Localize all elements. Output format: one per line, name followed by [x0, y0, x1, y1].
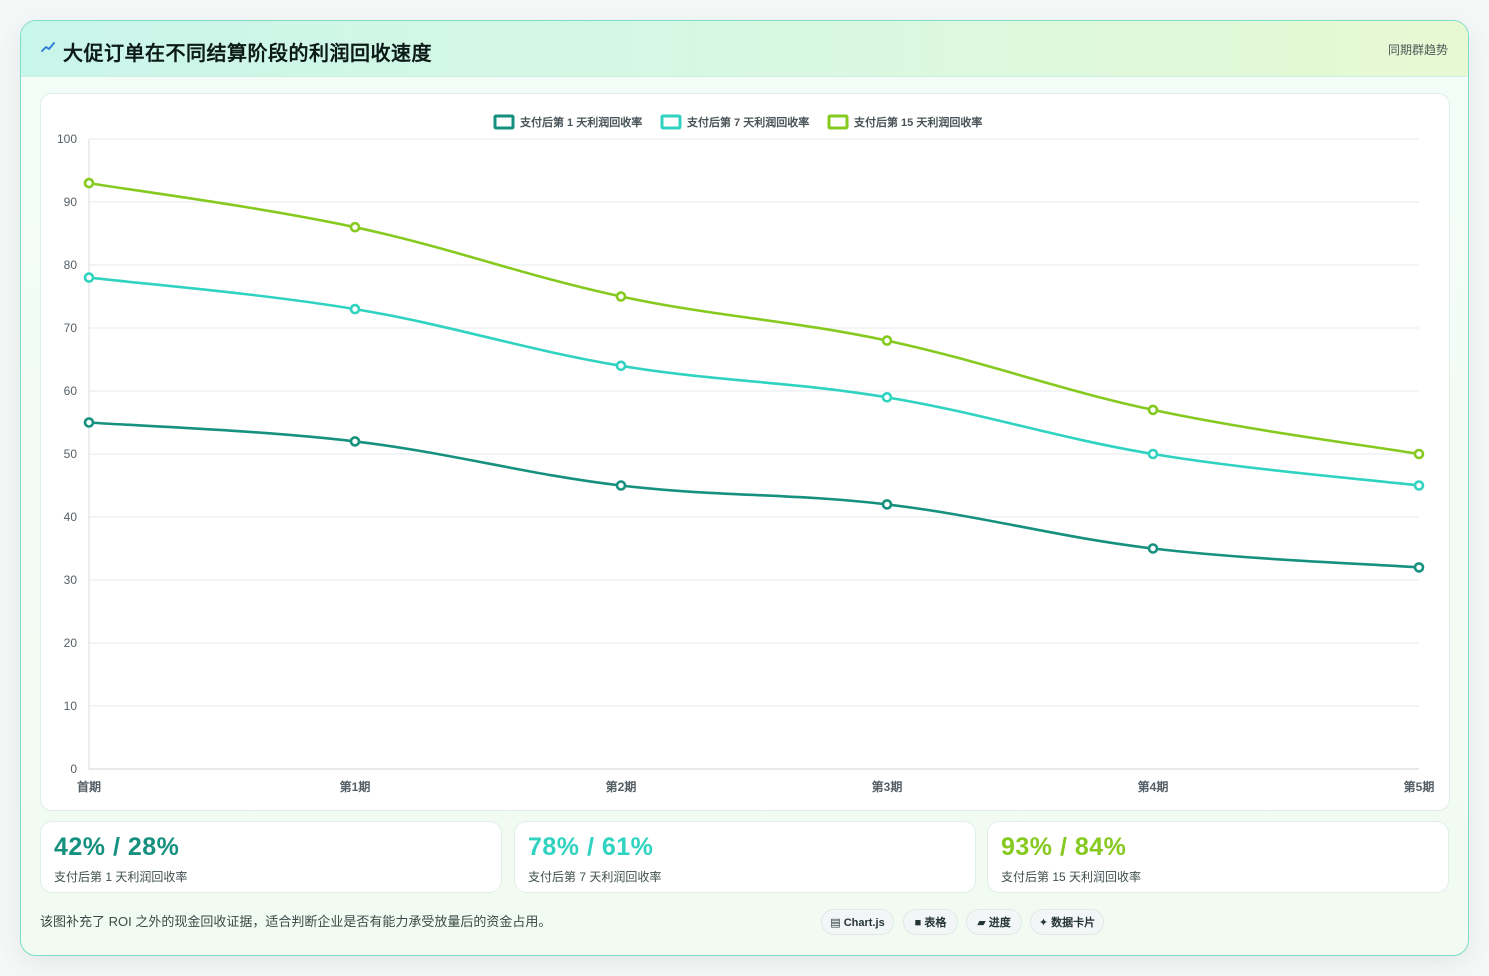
y-tick-label: 70: [64, 321, 78, 335]
chip-label: 数据卡片: [1051, 917, 1096, 929]
x-tick-label: 第2期: [606, 779, 637, 794]
y-tick-label: 80: [64, 258, 78, 272]
stat-label: 支付后第 15 天利润回收率: [1001, 870, 1142, 884]
legend-swatch: [493, 114, 515, 130]
chip-table[interactable]: ■ 表格: [903, 909, 958, 935]
data-point: [1413, 448, 1425, 460]
data-point: [83, 177, 95, 189]
y-tick-label: 0: [70, 762, 77, 776]
line-chart-panel: 0 10 20 30 40 50 60 70 80 90 100 首期 第1期 第2期 第3期 第4期 第5期 支…: [40, 93, 1450, 811]
chip-label: Chart.js: [843, 917, 885, 929]
chip-progress[interactable]: ▰ 进度: [966, 909, 1022, 935]
data-point: [1413, 480, 1425, 491]
data-point: [349, 303, 361, 315]
data-point: [349, 436, 361, 447]
legend-label: 支付后第 1 天利润回收率: [519, 115, 642, 129]
y-tick-label: 40: [64, 510, 78, 524]
header-tag: 同期群趋势: [1387, 43, 1448, 57]
data-point: [83, 417, 95, 428]
stat-card-day7: 78% / 61% 支付后第 7 天利润回收率: [514, 821, 976, 893]
data-point: [881, 335, 893, 346]
line-chart: 0 10 20 30 40 50 60 70 80 90 100 首期 第1期 第2期 第3期 第4期 第5期 支…: [57, 114, 1435, 794]
stat-value: 93% / 84%: [1001, 833, 1127, 861]
y-tick-label: 100: [57, 132, 77, 146]
y-tick-label: 60: [64, 384, 78, 398]
chip-label: 进度: [988, 917, 1011, 929]
chip-chartjs[interactable]: ▤ Chart.js: [821, 909, 894, 935]
series-line-3: [88, 181, 1420, 456]
y-tick-label: 90: [64, 195, 78, 209]
card-icon: ✦: [1038, 917, 1052, 929]
stat-label: 支付后第 7 天利润回收率: [528, 870, 662, 884]
stat-card-day1: 42% / 28% 支付后第 1 天利润回收率: [40, 821, 502, 893]
chip-label: 表格: [924, 917, 947, 929]
chip-data-card[interactable]: ✦ 数据卡片: [1030, 909, 1104, 935]
data-point: [615, 291, 627, 302]
footer-note: 该图补充了 ROI 之外的现金回收证据，适合判断企业是否有能力承受放量后的资金占…: [40, 914, 552, 929]
chart-card: 大促订单在不同结算阶段的利润回收速度 同期群趋势 0 10 20 30 40 50 60 70…: [20, 20, 1469, 956]
data-point: [1147, 543, 1159, 554]
data-point: [615, 360, 627, 372]
y-tick-label: 10: [64, 699, 78, 713]
data-point: [1413, 562, 1425, 573]
stat-label: 支付后第 1 天利润回收率: [54, 870, 188, 884]
y-tick-label: 30: [64, 573, 78, 587]
data-point: [83, 272, 95, 283]
x-tick-label: 第1期: [340, 779, 371, 794]
card-header: 大促订单在不同结算阶段的利润回收速度 同期群趋势: [21, 21, 1468, 77]
table-icon: ■: [914, 917, 925, 929]
legend-swatch: [660, 114, 682, 130]
data-point: [1147, 404, 1159, 416]
chart-icon: ▤: [830, 917, 844, 929]
stat-value: 42% / 28%: [54, 833, 180, 861]
y-tick-label: 50: [64, 447, 78, 461]
legend-swatch: [827, 114, 849, 130]
data-point: [881, 499, 893, 510]
x-tick-label: 第3期: [872, 779, 903, 794]
progress-icon: ▰: [977, 917, 989, 929]
stat-card-day15: 93% / 84% 支付后第 15 天利润回收率: [987, 821, 1449, 893]
trend-line-icon: [41, 42, 55, 52]
stat-value: 78% / 61%: [528, 833, 654, 861]
data-point: [349, 221, 361, 233]
data-point: [881, 391, 893, 403]
series-line-1: [88, 421, 1420, 569]
data-point: [1147, 448, 1159, 460]
x-tick-label: 首期: [77, 779, 101, 794]
y-tick-label: 20: [64, 636, 78, 650]
x-tick-label: 第4期: [1138, 779, 1169, 794]
x-tick-label: 第5期: [1404, 779, 1435, 794]
legend-label: 支付后第 7 天利润回收率: [686, 115, 809, 129]
series-line-2: [88, 276, 1420, 487]
page-title: 大促订单在不同结算阶段的利润回收速度: [63, 43, 432, 65]
stat-cards: 42% / 28% 支付后第 1 天利润回收率 78% / 61% 支付后第 7…: [40, 821, 1450, 893]
legend-label: 支付后第 15 天利润回收率: [853, 115, 982, 129]
data-point: [615, 480, 627, 491]
